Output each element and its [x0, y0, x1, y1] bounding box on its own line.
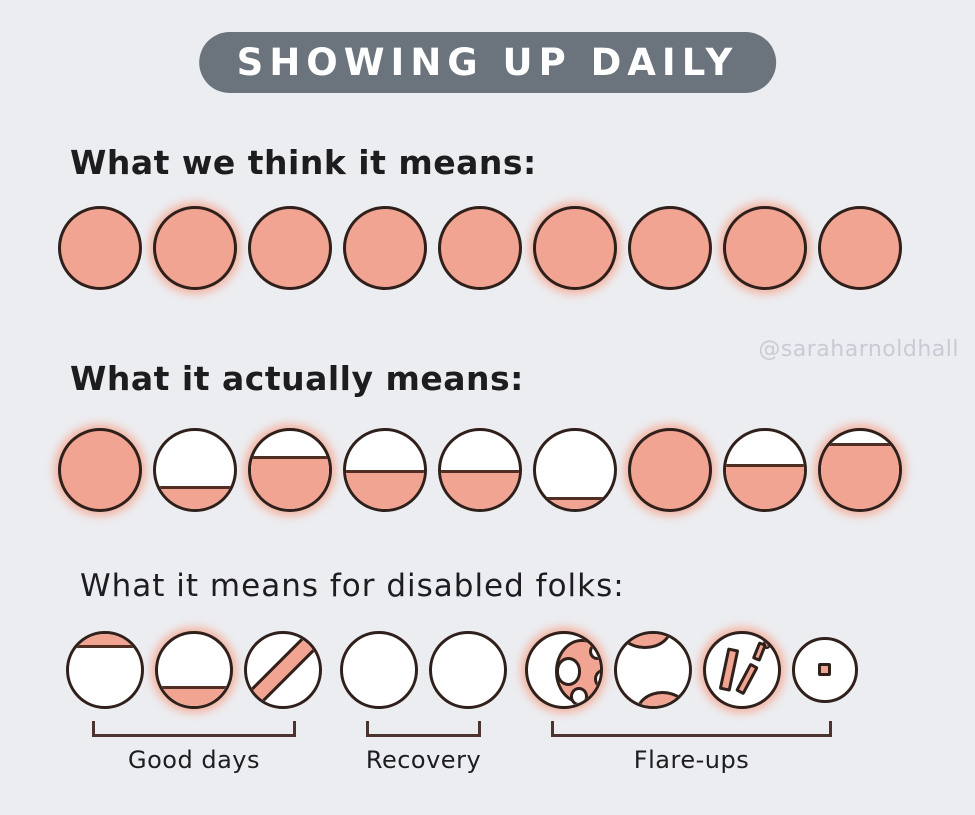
spot-hole	[569, 687, 588, 706]
top-crescent	[618, 634, 672, 650]
group-bracket	[366, 721, 481, 737]
group-circles	[340, 630, 507, 710]
capacity-circle-square	[792, 637, 858, 703]
capacity-circle-full	[628, 206, 712, 290]
section-label-actually: What it actually means:	[70, 359, 524, 398]
section-label-disabled: What it means for disabled folks:	[80, 568, 625, 604]
capacity-circle-full	[153, 206, 237, 290]
capacity-circle-fill-bottom	[343, 428, 427, 512]
capacity-circle-fill-top	[66, 631, 144, 709]
spot-hole	[555, 657, 582, 686]
group-good-days: Good days	[66, 630, 322, 774]
capacity-circle-full	[58, 206, 142, 290]
capacity-circle-empty	[340, 631, 418, 709]
spot-hole	[594, 669, 600, 690]
fill-level-85	[821, 442, 899, 509]
diagonal-band	[247, 634, 319, 706]
stick-mark	[718, 647, 739, 693]
capacity-circle-full	[628, 428, 712, 512]
stick-mark	[735, 662, 759, 695]
fill-level-50	[346, 470, 424, 509]
capacity-circle-fill-bottom	[533, 428, 617, 512]
fill-level-30	[156, 485, 234, 509]
groups-row-disabled: Good days Recovery Flare-ups	[66, 630, 858, 774]
group-label: Recovery	[365, 746, 482, 774]
fill-level-68	[251, 455, 329, 509]
title-pill: SHOWING UP DAILY	[198, 32, 777, 93]
group-bracket	[551, 721, 832, 737]
capacity-circle-fill-bottom	[155, 631, 233, 709]
fill-level-58	[726, 463, 804, 509]
watermark: @saraharnoldhall	[758, 337, 959, 362]
fill-level-20	[69, 634, 141, 649]
capacity-circle-diagonal	[244, 631, 322, 709]
group-circles	[525, 630, 858, 710]
spot-hole	[588, 642, 600, 661]
group-label: Flare-ups	[633, 746, 750, 774]
bottom-crescent	[635, 690, 689, 706]
capacity-circle-fill-bottom	[248, 428, 332, 512]
capacity-circle-full	[723, 206, 807, 290]
fill-level-28	[158, 685, 230, 706]
capacity-circle-sticks	[703, 631, 781, 709]
group-flare-ups: Flare-ups	[525, 630, 858, 774]
group-recovery: Recovery	[340, 630, 507, 774]
capacity-circle-fill-bottom	[818, 428, 902, 512]
fill-level-15	[536, 497, 614, 509]
capacity-circle-empty	[429, 631, 507, 709]
circle-row-think	[58, 206, 902, 290]
circle-row-actually	[58, 428, 902, 512]
group-circles	[66, 630, 322, 710]
capacity-circle-full	[533, 206, 617, 290]
capacity-circle-full	[818, 206, 902, 290]
square-mark	[817, 662, 831, 676]
section-label-think: What we think it means:	[70, 143, 537, 182]
group-label: Good days	[128, 746, 260, 774]
capacity-circle-full	[438, 206, 522, 290]
capacity-circle-full	[343, 206, 427, 290]
fill-level-50	[441, 470, 519, 509]
capacity-circle-fill-bottom	[153, 428, 237, 512]
group-bracket	[92, 721, 296, 737]
capacity-circle-fill-bottom	[723, 428, 807, 512]
capacity-circle-fill-bottom	[438, 428, 522, 512]
capacity-circle-full	[58, 428, 142, 512]
tick-mark	[763, 639, 771, 649]
capacity-circle-crescents	[614, 631, 692, 709]
capacity-circle-spots	[525, 631, 603, 709]
spot-blob	[555, 639, 600, 706]
capacity-circle-full	[248, 206, 332, 290]
